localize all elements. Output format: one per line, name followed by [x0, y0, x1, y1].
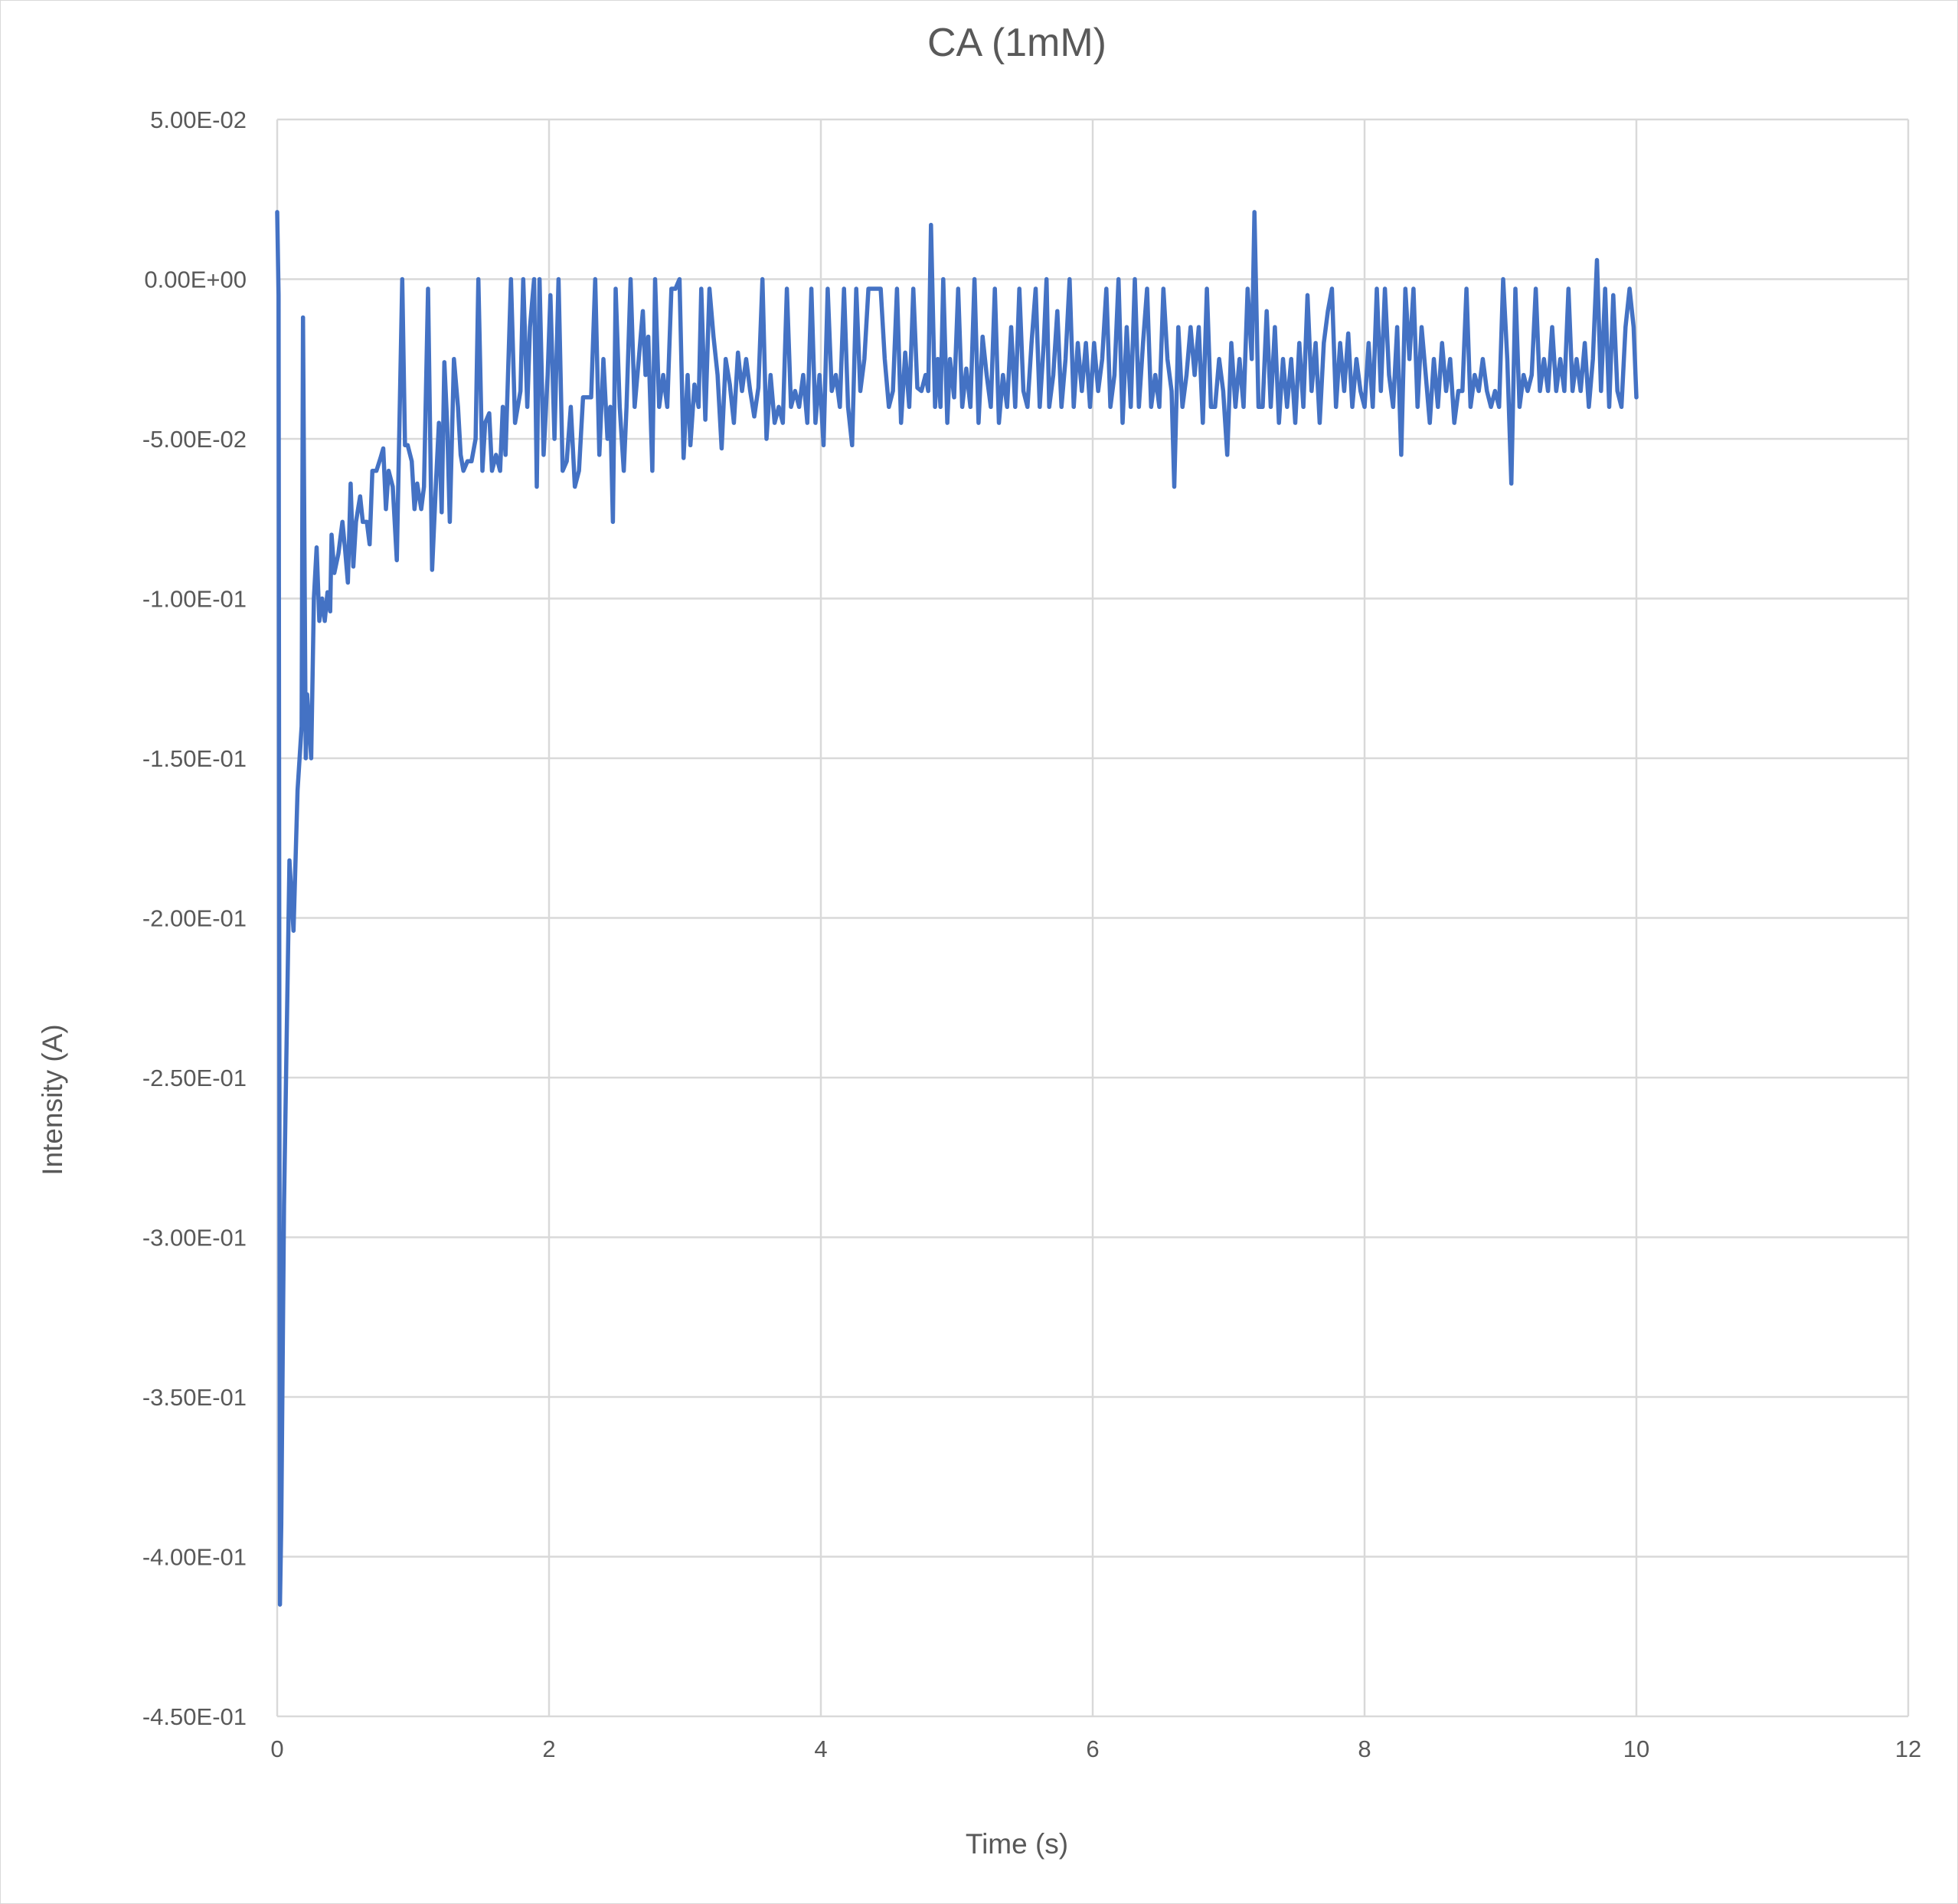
y-tick-label: -2.00E-01	[142, 905, 247, 932]
x-tick-label: 4	[814, 1736, 827, 1762]
series-line-1	[275, 210, 1639, 1607]
y-tick-label: -4.50E-01	[142, 1703, 247, 1730]
y-tick-label: 5.00E-02	[150, 106, 247, 133]
y-axis-tick-labels: 5.00E-02 0.00E+00 -5.00E-02 -1.00E-01 -1.50E…	[142, 106, 247, 1730]
x-tick-label: 2	[542, 1736, 555, 1762]
y-tick-label: -1.00E-01	[142, 586, 247, 613]
x-tick-label: 12	[1895, 1736, 1921, 1762]
y-tick-label: -4.00E-01	[142, 1544, 247, 1571]
x-tick-label: 0	[270, 1736, 283, 1762]
y-tick-label: -3.00E-01	[142, 1225, 247, 1251]
y-tick-label: -2.50E-01	[142, 1065, 247, 1091]
x-tick-label: 6	[1086, 1736, 1099, 1762]
chart-title: CA (1mM)	[927, 21, 1106, 65]
y-tick-label: -1.50E-01	[142, 745, 247, 772]
x-tick-label: 8	[1358, 1736, 1371, 1762]
x-axis-tick-labels: 0 2 4 6 8 10 12	[270, 1736, 1921, 1762]
y-tick-label: 0.00E+00	[144, 267, 247, 293]
y-tick-label: -5.00E-02	[142, 426, 247, 453]
y-axis-title: Intensity (A)	[37, 1024, 68, 1175]
x-axis-title: Time (s)	[966, 1828, 1068, 1860]
x-tick-label: 10	[1623, 1736, 1649, 1762]
series-layer	[275, 210, 1639, 1607]
y-tick-label: -3.50E-01	[142, 1384, 247, 1411]
